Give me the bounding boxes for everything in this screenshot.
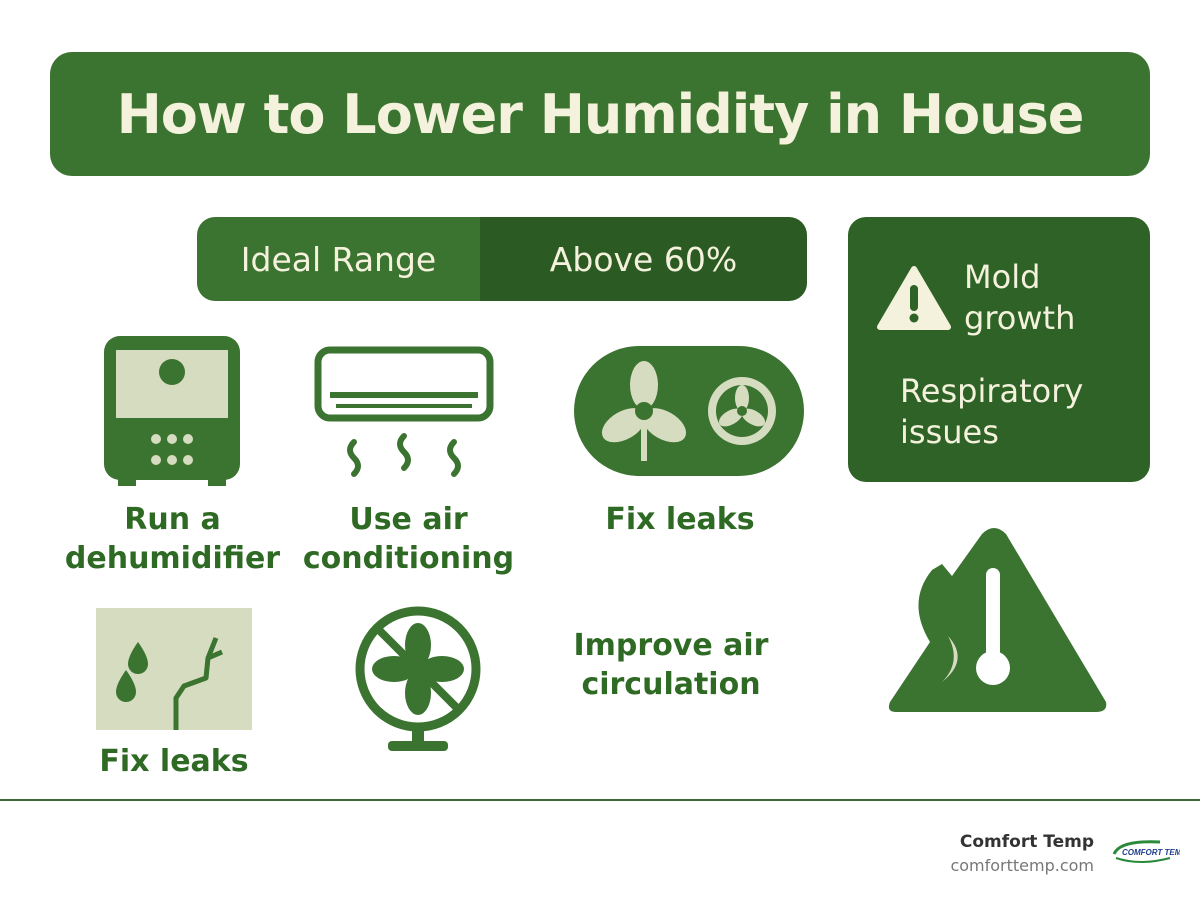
above-range-label: Above 60% (480, 217, 807, 301)
svg-text:COMFORT TEMP: COMFORT TEMP (1122, 848, 1180, 857)
no-fan-icon (355, 606, 481, 751)
brand-name: Comfort Temp (959, 832, 1094, 852)
title-banner: How to Lower Humidity in House (50, 52, 1150, 176)
leak-crack-icon (96, 608, 252, 730)
tip-fix-leaks: Fix leaks (99, 744, 249, 779)
risk-mold: Mold growth (964, 258, 1076, 337)
risk-respiratory: Respiratory issues (900, 372, 1084, 451)
fans-icon (574, 346, 804, 476)
dehumidifier-icon (104, 336, 240, 486)
footer-brand: Comfort Temp comforttemp.com (950, 832, 1094, 875)
warning-icon (877, 266, 951, 330)
humidity-range-bar: Ideal Range Above 60% (197, 217, 807, 301)
tip-fix-leaks-top: Fix leaks (605, 502, 755, 537)
footer-divider (0, 799, 1200, 801)
air-conditioner-icon (314, 346, 494, 477)
comfort-temp-logo: COMFORT TEMP (1110, 838, 1187, 866)
tip-air-circulation: Improve air circulation (573, 628, 769, 702)
page-title: How to Lower Humidity in House (116, 82, 1085, 146)
tip-air-conditioning: Use air conditioning (302, 502, 515, 576)
humidity-thermometer-icon (888, 528, 1107, 712)
brand-url[interactable]: comforttemp.com (950, 856, 1094, 875)
ideal-range-label: Ideal Range (197, 217, 480, 301)
tip-dehumidifier: Run a dehumidifier (64, 502, 281, 576)
risks-panel: Mold growth Respiratory issues (848, 217, 1150, 482)
